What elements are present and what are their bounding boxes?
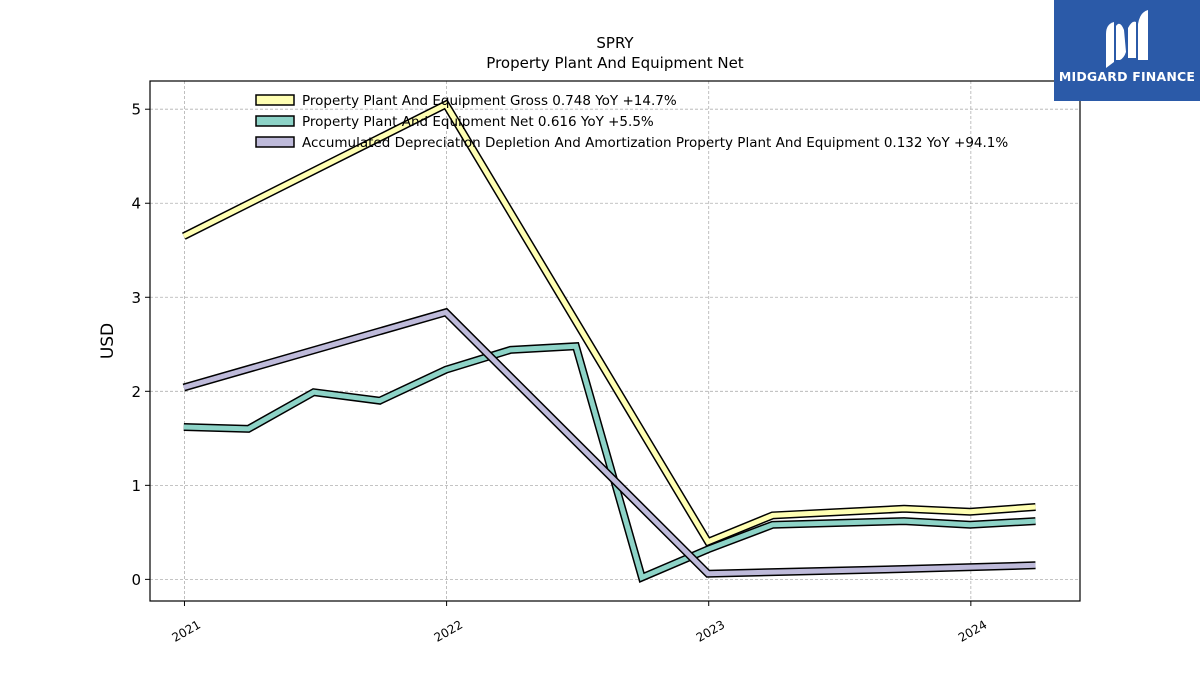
legend-swatch	[255, 94, 295, 106]
series-lines	[182, 99, 1036, 583]
y-tick-label: 4	[131, 195, 141, 213]
legend-label: Property Plant And Equipment Gross 0.748…	[302, 93, 677, 109]
x-tick-label: 2021	[170, 617, 203, 644]
series-0	[182, 99, 1036, 547]
midgard-m-icon	[1106, 10, 1148, 68]
legend: Property Plant And Equipment Gross 0.748…	[255, 93, 1008, 151]
y-tick-label: 0	[131, 571, 141, 589]
y-tick-label: 3	[131, 289, 141, 307]
x-tick-label: 2024	[956, 617, 989, 644]
legend-label: Property Plant And Equipment Net 0.616 Y…	[302, 114, 654, 130]
legend-swatch	[255, 136, 295, 148]
series-2	[182, 307, 1036, 578]
midgard-finance-logo: MIDGARD FINANCE	[1054, 0, 1200, 101]
y-tick-label: 5	[131, 101, 141, 119]
x-axis-ticks: 2021 2022 2023 2024	[170, 601, 989, 645]
chart-title: SPRY	[596, 34, 634, 52]
x-tick-label: 2023	[694, 617, 727, 644]
series-line	[183, 309, 1036, 577]
series-1	[183, 342, 1036, 583]
grid	[150, 81, 1080, 601]
logo-text: MIDGARD FINANCE	[1058, 69, 1196, 84]
y-axis-ticks: 0 1 2 3 4 5	[131, 101, 150, 589]
legend-swatch	[255, 115, 295, 127]
y-tick-label: 2	[131, 383, 141, 401]
plot-frame	[149, 80, 1081, 602]
chart-subtitle: Property Plant And Equipment Net	[486, 54, 743, 72]
x-tick-label: 2022	[432, 617, 465, 644]
series-line	[182, 101, 1036, 545]
legend-label: Accumulated Depreciation Depletion And A…	[302, 135, 1008, 151]
series-line	[183, 343, 1036, 581]
y-axis-label: USD	[98, 323, 118, 359]
y-tick-label: 1	[131, 477, 141, 495]
